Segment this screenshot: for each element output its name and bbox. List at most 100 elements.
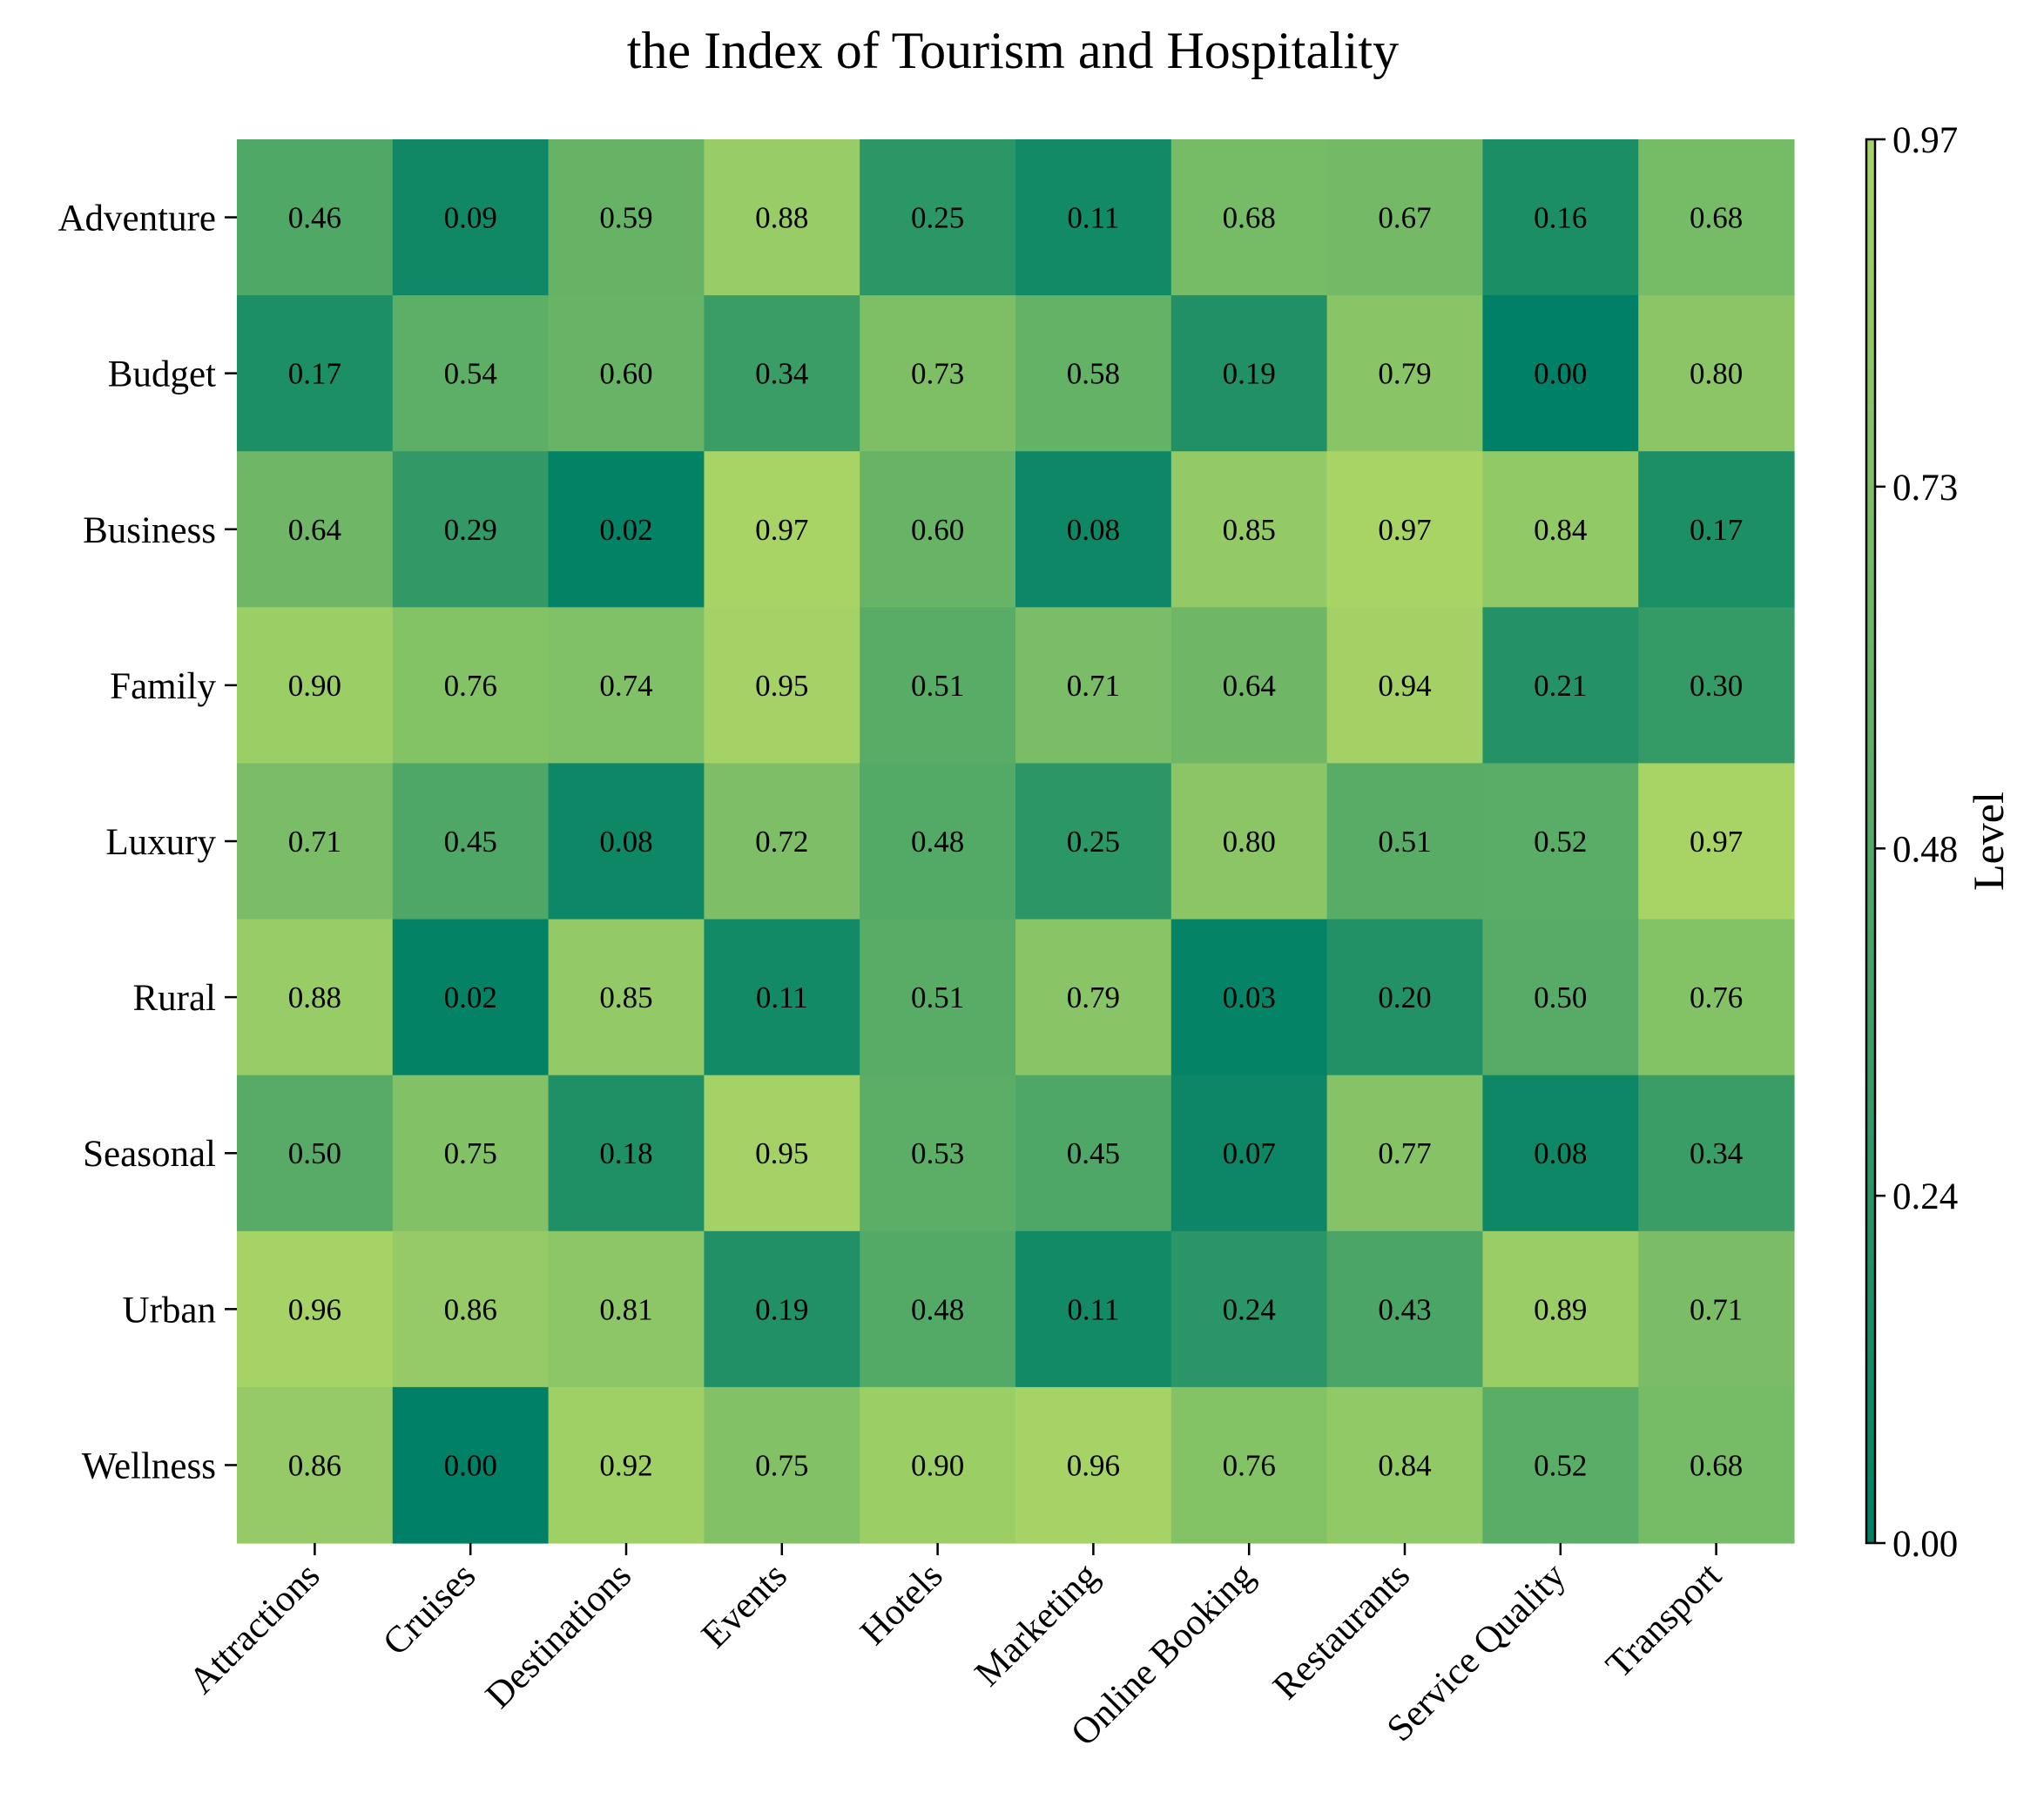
cell-value-label: 0.60: [599, 357, 652, 391]
heatmap-cell: [1170, 763, 1328, 920]
heatmap-cell: [1482, 451, 1639, 608]
heatmap-cell: [1638, 139, 1795, 296]
cell-value-label: 0.64: [288, 513, 341, 547]
heatmap-cell: [392, 1075, 550, 1232]
cell-value-label: 0.20: [1378, 981, 1431, 1014]
heatmap-cell: [1482, 1075, 1639, 1232]
cell-value-label: 0.11: [1067, 1292, 1119, 1326]
heatmap-cell: [237, 1075, 394, 1232]
heatmap-cell-labels: 0.46 0.09 0.59 0.88 0.25 0.11 0.68 0.67 0.16 0.68…: [288, 201, 1743, 1483]
heatmap-cell: [860, 607, 1016, 765]
colorbar-tick-label: 0.00: [1892, 1524, 1958, 1565]
cell-value-label: 0.68: [1223, 201, 1276, 235]
cell-value-label: 0.89: [1534, 1292, 1587, 1326]
heatmap-cell: [392, 451, 550, 608]
cell-value-label: 0.54: [444, 357, 497, 391]
y-tick-label: Family: [110, 666, 216, 707]
cell-value-label: 0.58: [1067, 357, 1120, 391]
colorbar: 0.00 0.24 0.48 0.73 0.97 Level: [1865, 120, 2013, 1565]
heatmap-cell: [704, 1075, 860, 1232]
heatmap-cell: [860, 295, 1016, 452]
cell-value-label: 0.51: [911, 981, 964, 1014]
cell-value-label: 0.45: [1067, 1136, 1120, 1170]
heatmap-cell: [392, 1386, 550, 1544]
cell-value-label: 0.08: [1534, 1136, 1587, 1170]
heatmap-cell: [1482, 607, 1639, 765]
cell-value-label: 0.25: [1067, 825, 1120, 859]
cell-value-label: 0.73: [911, 357, 964, 391]
cell-value-label: 0.77: [1378, 1136, 1431, 1170]
cell-value-label: 0.75: [755, 1448, 808, 1482]
heatmap-cell: [1170, 607, 1328, 765]
heatmap-cell: [1170, 451, 1328, 608]
heatmap-cell: [704, 295, 860, 452]
heatmap-cell: [1638, 295, 1795, 452]
heatmap-cell: [548, 139, 705, 296]
cell-value-label: 0.09: [444, 201, 497, 235]
cell-value-label: 0.18: [599, 1136, 652, 1170]
cell-value-label: 0.80: [1223, 825, 1276, 859]
heatmap-cell: [1170, 1386, 1328, 1544]
heatmap-cell: [1326, 1075, 1483, 1232]
chart-title: the Index of Tourism and Hospitality: [627, 22, 1399, 79]
heatmap-cell: [1015, 1075, 1172, 1232]
heatmap-cell: [704, 763, 860, 920]
cell-value-label: 0.30: [1690, 669, 1743, 703]
heatmap-cell: [1326, 763, 1483, 920]
heatmap-cell: [237, 607, 394, 765]
heatmap-cell: [1326, 139, 1483, 296]
cell-value-label: 0.76: [444, 669, 497, 703]
heatmap-cell: [548, 1386, 705, 1544]
heatmap-cell: [1170, 1075, 1328, 1232]
cell-value-label: 0.97: [1690, 825, 1743, 859]
heatmap-cell: [704, 919, 860, 1076]
cell-value-label: 0.17: [1690, 513, 1743, 547]
heatmap-cell: [704, 1386, 860, 1544]
heatmap-cell: [1326, 295, 1483, 452]
heatmap-cell: [237, 1386, 394, 1544]
cell-value-label: 0.68: [1690, 201, 1743, 235]
cell-value-label: 0.25: [911, 201, 964, 235]
cell-value-label: 0.71: [1067, 669, 1120, 703]
colorbar-tick-label: 0.97: [1892, 120, 1958, 161]
heatmap-cell: [1015, 139, 1172, 296]
cell-value-label: 0.81: [599, 1292, 652, 1326]
cell-value-label: 0.90: [288, 669, 341, 703]
cell-value-label: 0.80: [1690, 357, 1743, 391]
heatmap-cell: [1482, 1230, 1639, 1388]
x-tick-label: Transport: [1598, 1555, 1729, 1686]
cell-value-label: 0.00: [444, 1448, 497, 1482]
y-tick-label: Budget: [108, 354, 216, 395]
colorbar-label: Level: [1964, 792, 2013, 891]
cell-value-label: 0.96: [288, 1292, 341, 1326]
heatmap-cell: [392, 295, 550, 452]
heatmap-cell: [548, 1230, 705, 1388]
cell-value-label: 0.48: [911, 825, 964, 859]
cell-value-label: 0.71: [1690, 1292, 1743, 1326]
cell-value-label: 0.95: [755, 669, 808, 703]
heatmap-cell: [704, 451, 860, 608]
cell-value-label: 0.45: [444, 825, 497, 859]
heatmap-cell: [237, 919, 394, 1076]
cell-value-label: 0.21: [1534, 669, 1587, 703]
cell-value-label: 0.97: [1378, 513, 1431, 547]
cell-value-label: 0.79: [1067, 981, 1120, 1014]
y-tick-label: Urban: [123, 1290, 216, 1331]
heatmap-cell: [1015, 295, 1172, 452]
y-tick-label: Luxury: [105, 822, 216, 863]
heatmap-cell: [860, 1386, 1016, 1544]
cell-value-label: 0.96: [1067, 1448, 1120, 1482]
colorbar-gradient: [1865, 138, 1877, 1545]
heatmap-cell: [860, 451, 1016, 608]
cell-value-label: 0.46: [288, 201, 341, 235]
heatmap-cell: [1482, 919, 1639, 1076]
heatmap-cell: [860, 1075, 1016, 1232]
cell-value-label: 0.60: [911, 513, 964, 547]
cell-value-label: 0.53: [911, 1136, 964, 1170]
heatmap-cell: [1638, 607, 1795, 765]
cell-value-label: 0.29: [444, 513, 497, 547]
heatmap-cell: [1015, 1386, 1172, 1544]
heatmap-cell: [1015, 919, 1172, 1076]
cell-value-label: 0.59: [599, 201, 652, 235]
heatmap-cell: [548, 1075, 705, 1232]
